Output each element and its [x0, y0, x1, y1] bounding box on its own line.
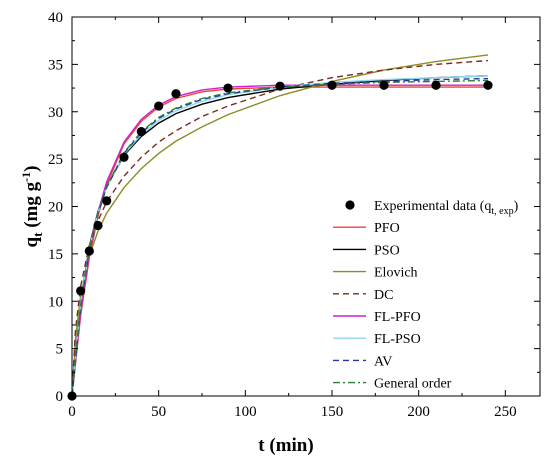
series-line-pfo	[71, 86, 488, 397]
legend-label-fl-pso: FL-PSO	[374, 332, 421, 347]
series-line-pso	[71, 75, 489, 397]
legend-label-experimental: Experimental data (qt, exp)	[374, 199, 519, 217]
x-tick-label: 200	[407, 404, 430, 420]
legend-marker-experimental	[345, 200, 355, 210]
series-line-general-order	[71, 79, 489, 397]
data-point	[102, 196, 112, 206]
data-point	[84, 246, 94, 256]
axes-layer: 0 50 100 150 200 250 0 5 10 15 20 25 30 35 40 t (min) qt…	[19, 10, 541, 456]
series-line-av	[71, 77, 489, 397]
data-point	[483, 80, 493, 90]
y-axis-title: qt (mg g-1)	[19, 166, 45, 248]
data-point	[93, 220, 103, 231]
series-line-elovich	[71, 54, 489, 397]
legend-label-pso: PSO	[374, 243, 400, 258]
x-tick-label: 0	[68, 404, 76, 420]
legend-label-fl-pfo: FL-PFO	[374, 310, 421, 325]
y-tick-label: 25	[48, 152, 63, 168]
data-point	[171, 89, 181, 99]
y-tick-label: 15	[48, 247, 63, 263]
y-tick-label: 35	[48, 57, 63, 73]
x-tick-label: 250	[494, 404, 517, 420]
legend-label-elovich: Elovich	[374, 266, 418, 281]
data-point	[275, 81, 285, 91]
legend-label-general-order: General order	[374, 377, 452, 392]
y-tick-label: 5	[56, 342, 64, 358]
legend-label-pfo: PFO	[374, 221, 400, 236]
data-point	[223, 83, 233, 93]
y-tick-label: 10	[48, 294, 63, 310]
y-tick-label: 20	[48, 200, 63, 216]
data-point	[327, 80, 337, 90]
y-tick-label: 0	[56, 389, 64, 405]
series-layer	[71, 54, 489, 397]
data-point	[119, 152, 129, 162]
legend-label-dc: DC	[374, 288, 393, 303]
data-point	[379, 80, 389, 90]
x-tick-label: 150	[321, 404, 344, 420]
x-tick-label: 100	[234, 404, 257, 420]
data-point	[431, 80, 441, 90]
y-tick-label: 40	[48, 10, 63, 26]
data-point	[76, 286, 86, 296]
points-layer	[67, 80, 493, 401]
legend: Experimental data (qt, exp) PFO PSO Elovich…	[333, 199, 519, 392]
x-tick-label: 50	[151, 404, 166, 420]
y-tick-label: 30	[48, 105, 63, 121]
x-axis-title: t (min)	[258, 435, 313, 456]
series-line-fl-pso	[71, 75, 489, 397]
data-point	[136, 127, 146, 137]
data-point	[154, 101, 164, 111]
legend-label-av: AV	[374, 354, 392, 369]
series-line-fl-pfo	[71, 84, 488, 397]
series-line-dc	[71, 59, 489, 397]
